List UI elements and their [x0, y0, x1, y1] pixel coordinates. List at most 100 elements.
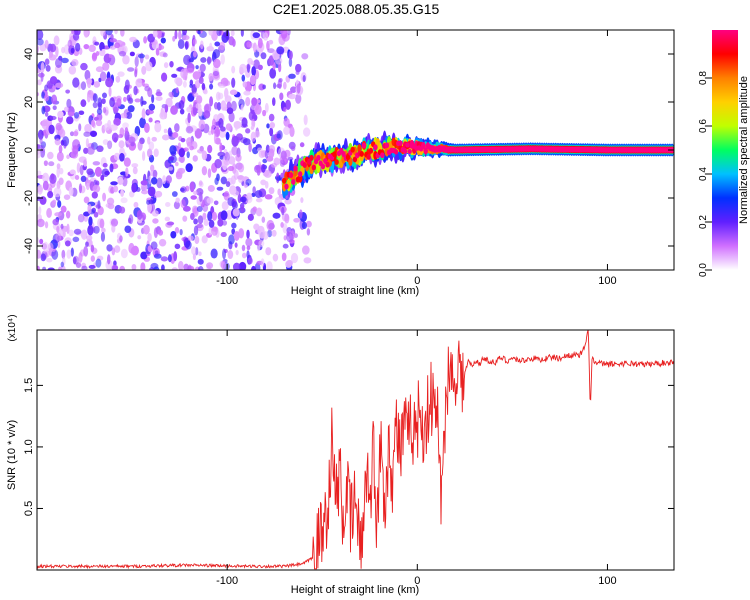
- spectrogram-noise-blob: [246, 41, 252, 48]
- spectrogram-noise-blob: [180, 186, 187, 194]
- snr-multiplier: (x10⁴): [7, 314, 18, 341]
- spectrogram-noise-blob: [233, 230, 240, 241]
- spectrogram-noise-blob: [293, 217, 301, 223]
- spectrogram-noise-blob: [84, 123, 92, 134]
- spectrogram-noise-blob: [240, 196, 247, 203]
- spectrogram-noise-blob: [68, 65, 77, 75]
- spectrogram-noise-blob: [114, 42, 121, 49]
- spectrogram-noise-blob: [284, 198, 292, 205]
- spectrogram-noise-blob: [111, 132, 119, 143]
- spectrogram-noise-blob: [61, 249, 66, 259]
- spectrogram-noise-blob: [257, 37, 263, 49]
- spectrogram-noise-blob: [81, 265, 88, 270]
- colorbar-tick-label: 0.2: [698, 215, 709, 229]
- spectrogram-noise-blob: [216, 173, 220, 182]
- spectrogram-noise-blob: [75, 42, 81, 52]
- spectrogram-noise-blob: [62, 136, 70, 147]
- spectrogram-noise-blob: [39, 238, 44, 245]
- spectrogram-noise-blob: [77, 213, 85, 223]
- spectrogram-noise-blob: [100, 231, 106, 242]
- spectrogram-noise-blob: [46, 257, 53, 263]
- spectrogram-noise-blob: [198, 76, 204, 85]
- spectrogram-noise-blob: [182, 80, 187, 88]
- spectrogram-noise-blob: [99, 218, 105, 229]
- spectrogram-noise-blob: [211, 226, 218, 236]
- spectrogram-noise-blob: [102, 162, 108, 168]
- spectrogram-noise-blob: [179, 228, 183, 236]
- colorbar-tick-label: 0.6: [698, 119, 709, 133]
- spectrogram-noise-blob: [125, 167, 129, 177]
- spectrogram-signal-mark: [311, 164, 317, 171]
- spectrogram-noise-blob: [148, 175, 152, 185]
- spectrogram-noise-blob: [102, 62, 110, 71]
- spectrogram-noise-blob: [235, 153, 242, 162]
- spectrogram-noise-blob: [288, 73, 296, 79]
- spectrogram-noise-blob: [214, 158, 222, 169]
- spectrogram-noise-blob: [127, 105, 135, 113]
- spectrogram-ytick-label: 0: [23, 147, 35, 153]
- spectrogram-noise-blob: [172, 132, 179, 138]
- spectrogram-noise-blob: [44, 221, 49, 229]
- figure-title: C2E1.2025.088.05.35.G15: [273, 1, 440, 17]
- colorbar-tick-label: 0.0: [698, 263, 709, 277]
- spectrogram-noise-blob: [159, 111, 168, 120]
- spectrogram-noise-blob: [220, 54, 225, 65]
- spectrogram-noise-blob: [260, 52, 267, 60]
- spectrogram-noise-blob: [93, 225, 100, 234]
- spectrogram-noise-blob: [158, 238, 167, 247]
- spectrogram-noise-blob: [58, 177, 64, 185]
- spectrogram-noise-blob: [175, 197, 180, 203]
- spectrogram-noise-blob: [285, 99, 291, 110]
- spectrogram-noise-blob: [208, 72, 214, 82]
- spectrogram-noise-blob: [99, 71, 107, 82]
- spectrogram-noise-blob: [108, 86, 112, 97]
- spectrogram-noise-blob: [140, 251, 148, 260]
- spectrogram-noise-blob: [165, 202, 171, 207]
- spectrogram-noise-blob: [170, 230, 177, 239]
- spectrogram-noise-blob: [55, 82, 64, 89]
- spectrogram-noise-blob: [152, 218, 159, 224]
- spectrogram-noise-blob: [214, 41, 221, 47]
- spectrogram-noise-blob: [224, 87, 229, 99]
- spectrogram-noise-blob: [193, 218, 198, 225]
- spectrogram-noise-blob: [140, 180, 148, 186]
- spectrogram-noise-blob: [198, 265, 204, 270]
- spectrogram-noise-blob: [182, 34, 190, 41]
- spectrogram-noise-blob: [150, 164, 155, 172]
- spectrogram-noise-blob: [118, 206, 126, 214]
- spectrogram-noise-blob: [234, 242, 238, 248]
- spectrogram-noise-blob: [153, 266, 160, 270]
- spectrogram-noise-blob: [212, 70, 219, 77]
- spectrogram-noise-blob: [148, 141, 155, 151]
- spectrogram-noise-blob: [109, 97, 115, 108]
- snr-xtick-label: -100: [216, 575, 238, 587]
- spectrogram-noise-blob: [251, 66, 257, 77]
- spectrogram-noise-blob: [68, 229, 74, 237]
- spectrogram-noise-blob: [129, 36, 137, 43]
- spectrogram-noise-blob: [37, 30, 44, 40]
- spectrogram-noise-blob: [243, 90, 251, 96]
- spectrogram-noise-blob: [131, 245, 139, 256]
- spectrogram-noise-blob: [165, 97, 173, 108]
- spectrogram-noise-blob: [217, 92, 224, 100]
- spectrogram-noise-blob: [119, 152, 125, 162]
- spectrogram-noise-blob: [167, 127, 172, 137]
- spectrogram-noise-blob: [78, 156, 87, 163]
- spectrogram-noise-blob: [186, 151, 190, 159]
- spectrogram-signal-mark: [350, 146, 355, 153]
- spectrogram-noise-blob: [141, 100, 147, 105]
- spectrogram-noise-blob: [288, 50, 293, 60]
- spectrogram-noise-blob: [156, 177, 163, 189]
- spectrogram-noise-blob: [196, 223, 203, 229]
- spectrogram-noise-blob: [264, 102, 269, 113]
- spectrogram-noise-blob: [168, 91, 175, 98]
- spectrogram-noise-blob: [286, 232, 294, 243]
- spectrogram-noise-blob: [250, 125, 255, 130]
- spectrogram-noise-blob: [66, 98, 72, 109]
- spectrogram-noise-blob: [91, 119, 96, 128]
- spectrogram-noise-blob: [177, 260, 184, 270]
- spectrogram-noise-blob: [96, 145, 104, 153]
- spectrogram-noise-blob: [95, 119, 103, 127]
- spectrogram-signal-mark: [421, 143, 426, 149]
- spectrogram-noise-blob: [220, 210, 228, 221]
